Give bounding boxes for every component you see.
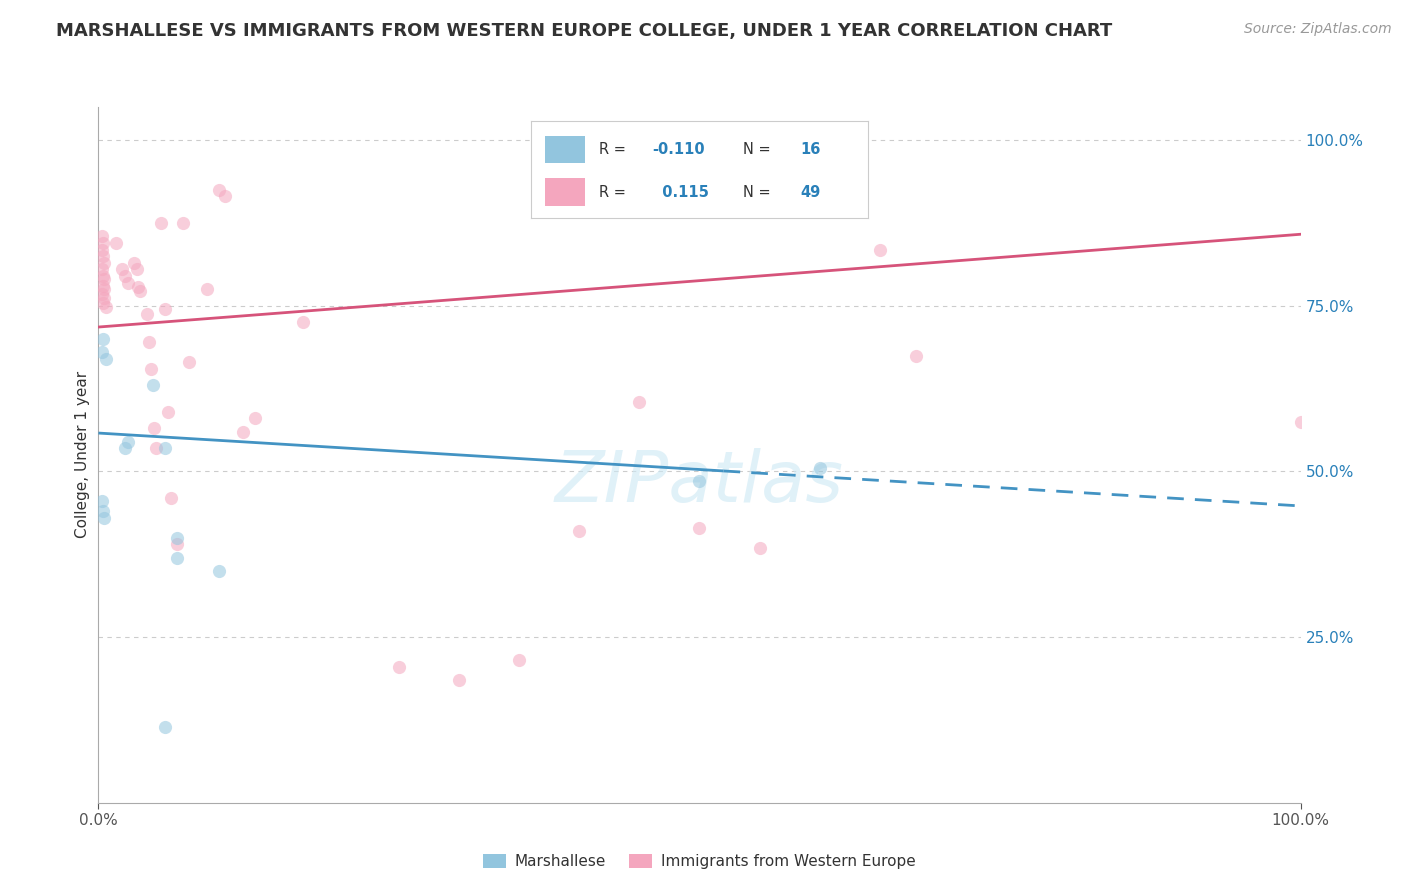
Point <box>114 442 136 456</box>
Point <box>628 395 651 409</box>
Point <box>117 434 139 449</box>
Point <box>157 405 180 419</box>
Point <box>904 349 927 363</box>
Point <box>869 243 891 257</box>
Point <box>93 272 115 286</box>
Point <box>91 268 114 283</box>
Point <box>243 411 266 425</box>
Point <box>166 531 188 545</box>
Point <box>141 378 163 392</box>
Point <box>153 302 176 317</box>
Legend: Marshallese, Immigrants from Western Europe: Marshallese, Immigrants from Western Eur… <box>477 848 922 875</box>
Point <box>93 282 115 296</box>
Point <box>93 256 115 270</box>
Text: ZIPatlas: ZIPatlas <box>555 449 844 517</box>
Point <box>388 660 411 674</box>
Point <box>91 504 114 518</box>
Point <box>447 673 470 688</box>
Point <box>1289 415 1312 429</box>
Point <box>91 249 114 263</box>
Point <box>208 564 231 578</box>
Point <box>91 235 114 250</box>
Point <box>145 442 167 456</box>
Point <box>111 262 134 277</box>
Point <box>91 229 114 244</box>
Text: MARSHALLESE VS IMMIGRANTS FROM WESTERN EUROPE COLLEGE, UNDER 1 YEAR CORRELATION : MARSHALLESE VS IMMIGRANTS FROM WESTERN E… <box>56 22 1112 40</box>
Point <box>124 256 146 270</box>
Point <box>93 511 115 525</box>
Point <box>142 421 165 435</box>
Point <box>125 262 148 277</box>
Point <box>159 491 181 505</box>
Point <box>127 280 149 294</box>
Point <box>748 541 770 555</box>
Point <box>91 243 114 257</box>
Point <box>91 295 114 310</box>
Point <box>508 653 530 667</box>
Point <box>93 291 115 305</box>
Point <box>177 355 200 369</box>
Y-axis label: College, Under 1 year: College, Under 1 year <box>75 371 90 539</box>
Point <box>689 475 711 489</box>
Point <box>166 550 188 565</box>
Text: Source: ZipAtlas.com: Source: ZipAtlas.com <box>1244 22 1392 37</box>
Point <box>141 361 163 376</box>
Point <box>135 307 157 321</box>
Point <box>195 282 218 296</box>
Point <box>232 425 254 439</box>
Point <box>91 494 114 508</box>
Point <box>129 285 152 299</box>
Point <box>153 442 176 456</box>
Point <box>114 268 136 283</box>
Point <box>117 276 139 290</box>
Point <box>91 279 114 293</box>
Point <box>138 335 160 350</box>
Point <box>149 216 172 230</box>
Point <box>214 189 236 203</box>
Point <box>91 345 114 359</box>
Point <box>689 521 711 535</box>
Point <box>91 332 114 346</box>
Point <box>568 524 591 538</box>
Point <box>291 315 314 329</box>
Point <box>91 262 114 277</box>
Point <box>208 183 231 197</box>
Point <box>94 351 117 366</box>
Point <box>94 300 117 314</box>
Point <box>172 216 194 230</box>
Point <box>808 461 831 475</box>
Point <box>91 286 114 301</box>
Point <box>153 720 176 734</box>
Point <box>105 235 128 250</box>
Point <box>166 537 188 551</box>
